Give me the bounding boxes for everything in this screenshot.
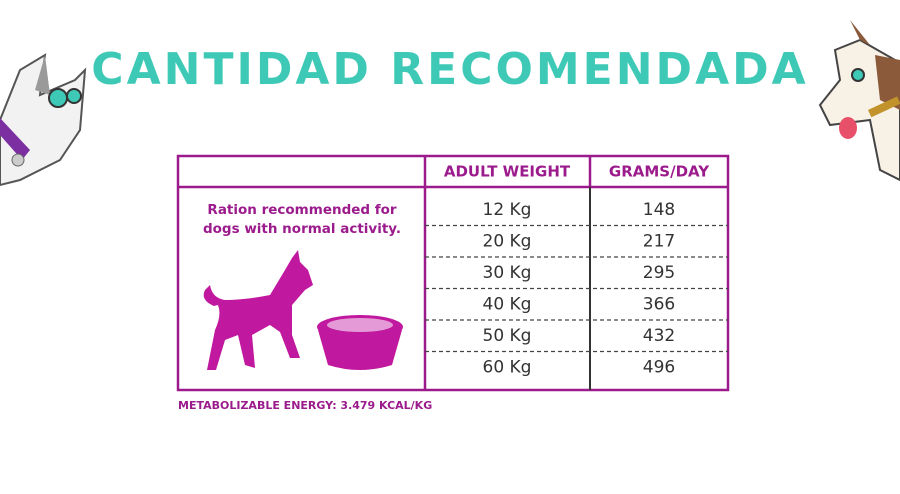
table-border	[176, 154, 730, 392]
weight-cell: 12 Kg	[483, 200, 532, 220]
description: dogs with normal activity.	[203, 221, 401, 237]
description: Ration recommended for	[207, 202, 396, 218]
grams-cell: 432	[643, 326, 675, 346]
dog-silhouette	[203, 250, 313, 370]
weight-cell: 20 Kg	[483, 231, 532, 251]
column-header: GRAMS/DAY	[609, 163, 710, 181]
footer-note: METABOLIZABLE ENERGY: 3.479 KCAL/KG	[178, 399, 432, 412]
column-header: ADULT WEIGHT	[444, 163, 571, 181]
grams-cell: 148	[643, 200, 675, 220]
grams-cell: 217	[643, 231, 675, 251]
weight-cell: 30 Kg	[483, 263, 532, 283]
weight-cell: 50 Kg	[483, 326, 532, 346]
bowl	[318, 330, 402, 370]
title: CANTIDAD RECOMENDADA	[91, 44, 808, 95]
grams-cell: 295	[643, 263, 675, 283]
weight-cell: 60 Kg	[483, 357, 532, 377]
grams-cell: 366	[643, 294, 675, 314]
bowl-inner	[327, 318, 393, 332]
grams-cell: 496	[643, 357, 675, 377]
dog-illustration	[818, 20, 900, 182]
weight-cell: 40 Kg	[483, 294, 532, 314]
cat-illustration	[0, 53, 87, 187]
